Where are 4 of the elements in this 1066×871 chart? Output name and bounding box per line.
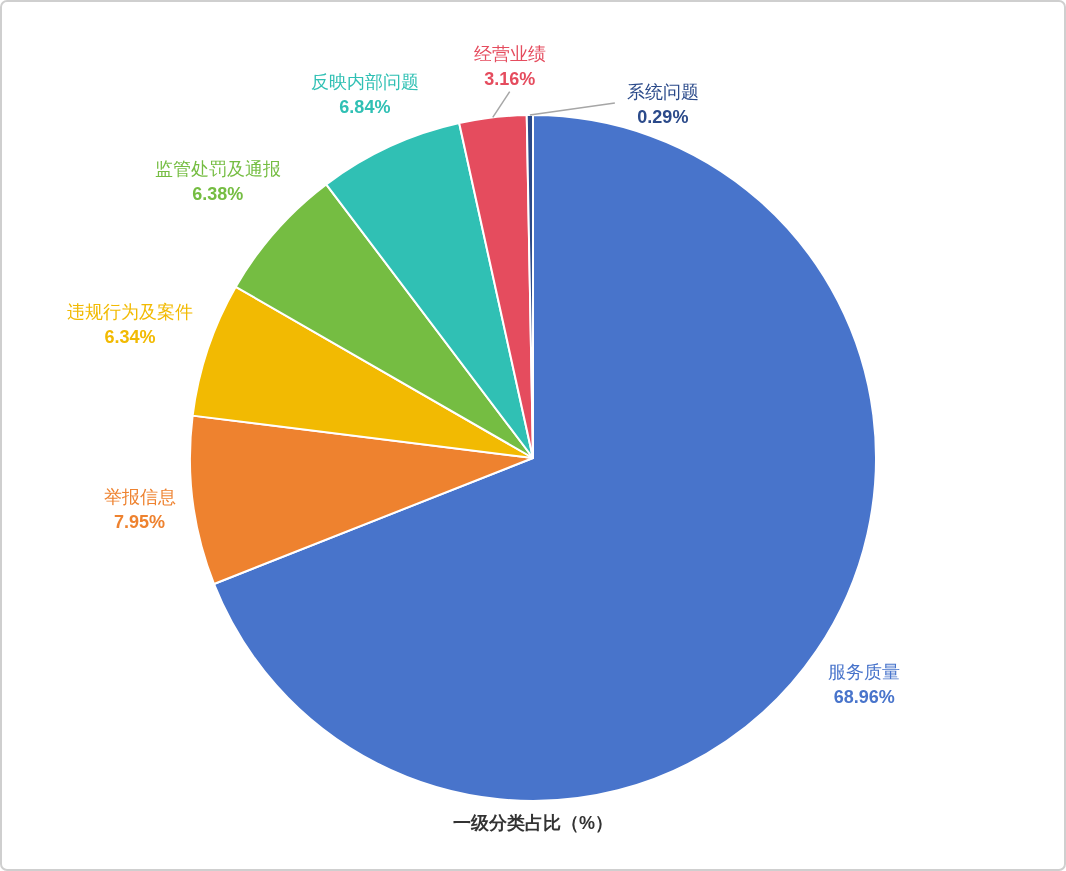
slice-label: 经营业绩 [473,43,546,64]
slice-label: 系统问题 [626,82,699,103]
data-label: 0.29% [637,107,689,128]
title: 一级分类占比（%） [453,813,613,833]
